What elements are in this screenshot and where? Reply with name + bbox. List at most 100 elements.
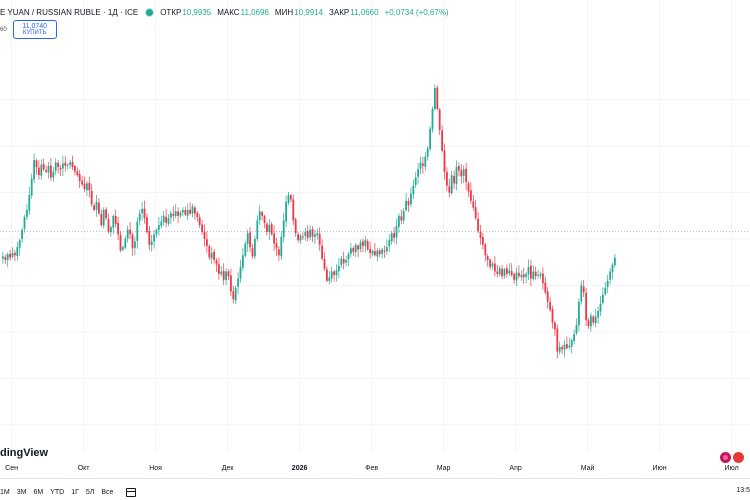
candle-body (482, 237, 484, 245)
candle (105, 207, 107, 221)
candle-body (66, 164, 69, 166)
candle-body (167, 218, 170, 224)
tv-logo-icon[interactable] (720, 452, 731, 463)
symbol-header: E YUAN / RUSSIAN RUBLE · 1Д · ICE ОТКР 1… (0, 4, 455, 20)
candle-body (362, 241, 364, 246)
candle-body (40, 164, 43, 176)
candle (561, 344, 563, 354)
candle (594, 308, 597, 328)
candle (347, 251, 350, 266)
buy-button[interactable]: 11,0740 КУПИТЬ (12, 20, 57, 39)
spread-label: 60 (0, 26, 7, 33)
candle (227, 269, 230, 281)
candle (386, 239, 388, 255)
candle (503, 268, 506, 279)
x-tick-label: Июн (652, 465, 667, 472)
candle-body (352, 247, 355, 252)
candle-body (62, 163, 64, 169)
candle (306, 225, 309, 242)
candle (578, 298, 580, 331)
candle (429, 125, 431, 152)
candle-body (275, 243, 278, 249)
candle-body (242, 255, 244, 268)
candle-body (609, 271, 611, 280)
candle-body (170, 213, 172, 218)
candle (4, 254, 7, 265)
candle-body (366, 241, 369, 250)
candle (422, 156, 424, 174)
candle (112, 214, 115, 235)
candle (501, 264, 503, 280)
candle (441, 125, 443, 153)
range-button[interactable]: YTD (50, 488, 65, 496)
range-button[interactable]: 1Г (71, 488, 79, 496)
settings-icon[interactable] (733, 452, 744, 463)
candle-body (311, 229, 314, 237)
candle (258, 205, 261, 225)
open-label: ОТКР (160, 7, 182, 17)
candle-body (606, 280, 609, 287)
candle (290, 193, 292, 203)
candle (122, 245, 124, 252)
candle-body (76, 171, 79, 176)
candle (2, 251, 4, 264)
candle (470, 182, 472, 204)
candle (326, 266, 328, 282)
candle-body (604, 287, 607, 295)
candle-body (304, 232, 307, 236)
x-axis[interactable]: Сен Окт Ноя Дек 2026 Фев Мар Апр Май Июн Июл (0, 463, 750, 477)
candlestick-chart[interactable] (0, 0, 750, 452)
candle-body (306, 231, 309, 238)
range-button[interactable]: 3М (16, 488, 27, 496)
range-button[interactable]: Все (101, 488, 114, 496)
candle (453, 170, 455, 189)
symbol-title[interactable]: E YUAN / RUSSIAN RUBLE · 1Д · ICE (0, 7, 139, 17)
range-button[interactable]: 1М (0, 488, 10, 496)
market-status-icon (145, 7, 155, 17)
candle (40, 159, 43, 180)
candle-body (47, 165, 50, 173)
candle (268, 219, 271, 241)
candle-body (194, 207, 196, 214)
candle-body (134, 241, 136, 248)
candle (69, 159, 71, 169)
candle (222, 263, 225, 286)
candle (98, 198, 100, 215)
candle (150, 234, 153, 252)
candle-body (182, 209, 184, 213)
candle (52, 167, 55, 182)
candle-body (390, 233, 393, 242)
candle (263, 214, 266, 229)
range-button[interactable]: 5Л (85, 488, 95, 496)
candle (191, 203, 194, 218)
candle (597, 306, 599, 324)
candle (398, 213, 400, 233)
candle (455, 160, 458, 191)
candle-body (395, 226, 398, 238)
candle (256, 215, 259, 242)
candle (321, 239, 323, 261)
candle (57, 160, 59, 174)
candle (196, 211, 199, 222)
candle (64, 156, 67, 172)
candle-body (249, 232, 251, 248)
candle-body (582, 286, 585, 293)
candle (599, 295, 602, 317)
time-label[interactable]: 13:5 (736, 487, 750, 494)
chart-area[interactable] (0, 0, 750, 460)
range-button[interactable]: 6М (33, 488, 44, 496)
candle-body (213, 251, 215, 260)
candle-body (450, 175, 453, 194)
candle-body (441, 130, 443, 151)
candle-body (422, 163, 424, 166)
candle (177, 207, 179, 224)
candle (66, 163, 69, 170)
candle (239, 259, 242, 283)
calendar-icon[interactable] (126, 487, 137, 497)
candle (309, 225, 311, 241)
candle-body (551, 309, 554, 323)
candle-body (374, 251, 376, 256)
candle (141, 202, 143, 221)
candle-body (330, 271, 333, 279)
candle-body (102, 209, 105, 226)
